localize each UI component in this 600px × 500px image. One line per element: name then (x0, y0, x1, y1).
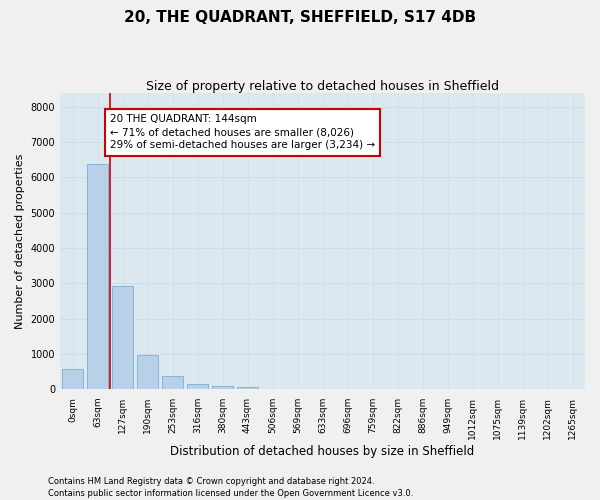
Bar (187, 384, 208, 389)
Bar (137, 354, 158, 389)
Text: 20 THE QUADRANT: 144sqm
← 71% of detached houses are smaller (8,026)
29% of semi: 20 THE QUADRANT: 144sqm ← 71% of detache… (110, 114, 375, 150)
Bar (112, 286, 133, 389)
Bar (62, 368, 83, 389)
Text: 20, THE QUADRANT, SHEFFIELD, S17 4DB: 20, THE QUADRANT, SHEFFIELD, S17 4DB (124, 10, 476, 25)
Bar (212, 386, 233, 389)
Y-axis label: Number of detached properties: Number of detached properties (15, 154, 25, 328)
Title: Size of property relative to detached houses in Sheffield: Size of property relative to detached ho… (146, 80, 499, 93)
X-axis label: Distribution of detached houses by size in Sheffield: Distribution of detached houses by size … (170, 444, 475, 458)
Bar (87, 164, 108, 389)
Text: Contains HM Land Registry data © Crown copyright and database right 2024.
Contai: Contains HM Land Registry data © Crown c… (48, 476, 413, 498)
Bar (237, 387, 258, 389)
Bar (162, 376, 183, 389)
